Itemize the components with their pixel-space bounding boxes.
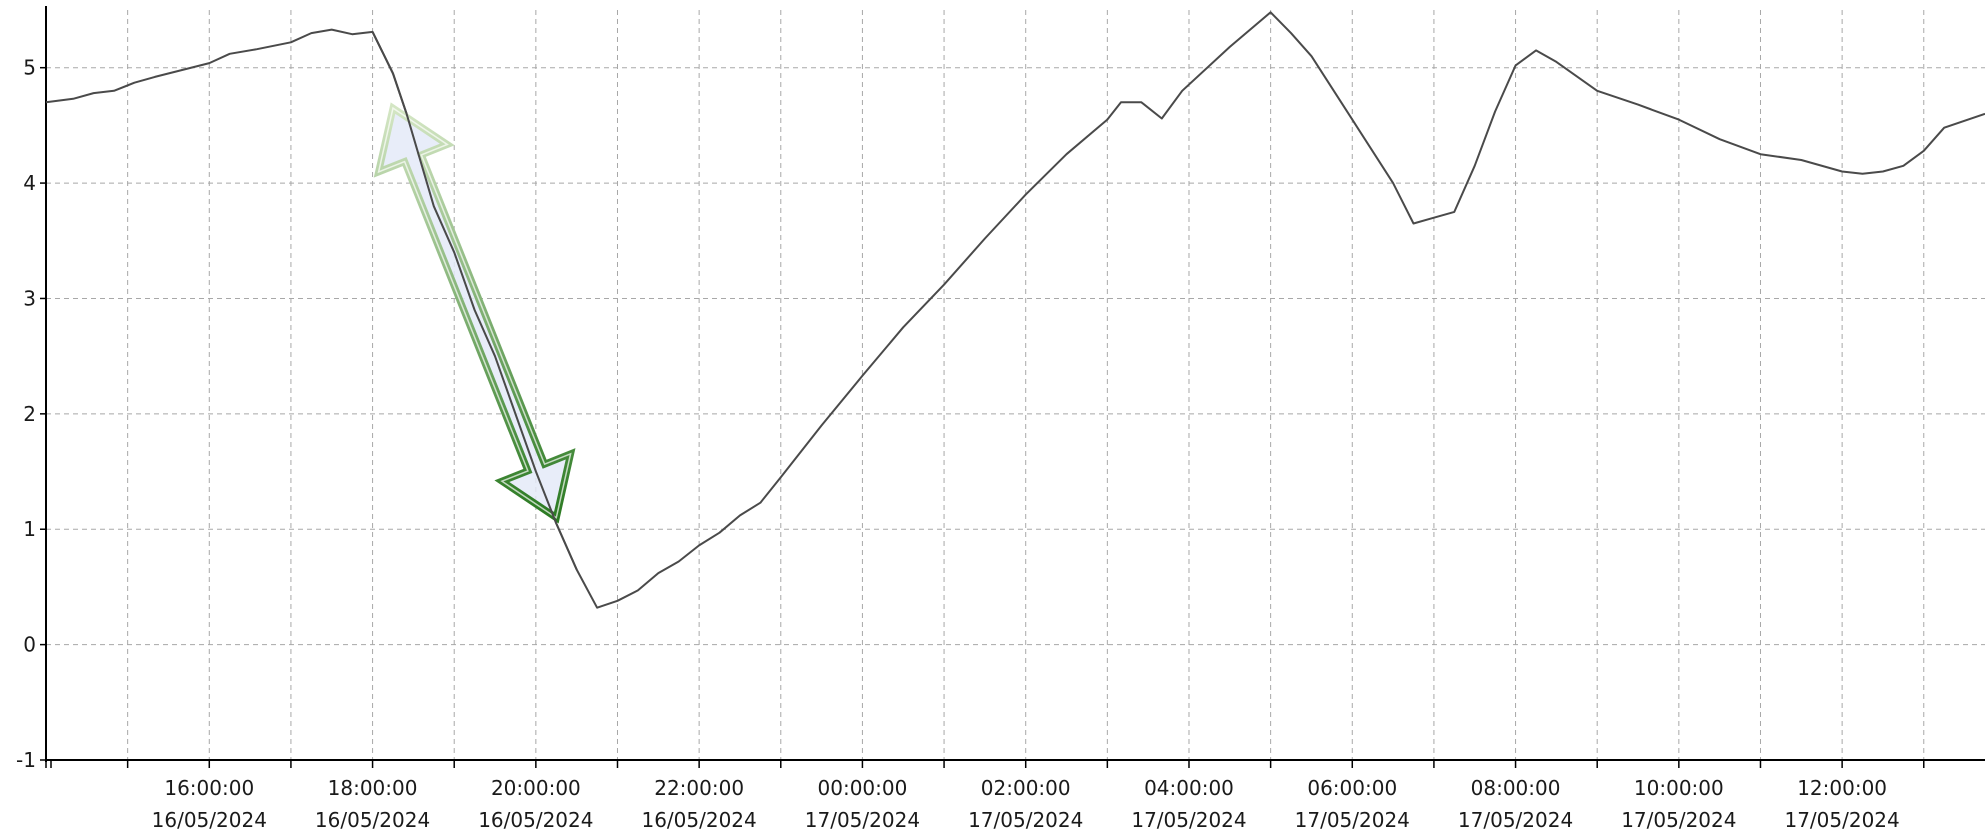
x-tick-label-time: 00:00:00 (818, 776, 908, 800)
x-tick-label-date: 16/05/2024 (641, 808, 756, 832)
x-tick-label-time: 08:00:00 (1471, 776, 1561, 800)
x-tick-label-date: 17/05/2024 (805, 808, 920, 832)
x-tick-label-time: 04:00:00 (1144, 776, 1234, 800)
y-tick-label: 0 (23, 633, 36, 657)
x-tick-label-time: 20:00:00 (491, 776, 581, 800)
series-line-overlay-0 (371, 31, 578, 571)
y-tick-label: 2 (23, 402, 36, 426)
y-tick-label: 1 (23, 517, 36, 541)
x-tick-label-time: 02:00:00 (981, 776, 1071, 800)
x-tick-label-time: 16:00:00 (164, 776, 254, 800)
axes: -1 0 1 2 3 4 5 16:00:00 16/05/2024 18:00:00 16/05/… (16, 6, 1985, 832)
x-tick-label-date: 17/05/2024 (1295, 808, 1410, 832)
x-tick-label-date: 17/05/2024 (1784, 808, 1899, 832)
x-tick-label-date: 17/05/2024 (968, 808, 1083, 832)
x-tick-label-date: 16/05/2024 (478, 808, 593, 832)
x-tick-label-date: 17/05/2024 (1131, 808, 1246, 832)
y-tick-label: 4 (23, 171, 36, 195)
x-tick-label-time: 12:00:00 (1797, 776, 1887, 800)
y-tick-label: -1 (16, 748, 36, 772)
x-tick-label-time: 10:00:00 (1634, 776, 1724, 800)
x-tick-label-time: 18:00:00 (328, 776, 418, 800)
grid (45, 10, 1985, 761)
x-tick-label-date: 17/05/2024 (1458, 808, 1573, 832)
annotation-layer (371, 31, 578, 571)
x-tick-label-date: 17/05/2024 (1621, 808, 1736, 832)
x-tick-label-time: 22:00:00 (654, 776, 744, 800)
y-tick-label: 5 (23, 56, 36, 80)
series-layer (45, 11, 1985, 609)
series-line-0 (45, 11, 1985, 609)
x-tick-label-date: 16/05/2024 (152, 808, 267, 832)
double-arrow-annotation-inner-edge (377, 106, 572, 519)
x-tick-label-date: 16/05/2024 (315, 808, 430, 832)
x-tick-label-time: 06:00:00 (1307, 776, 1397, 800)
y-tick-label: 3 (23, 286, 36, 310)
